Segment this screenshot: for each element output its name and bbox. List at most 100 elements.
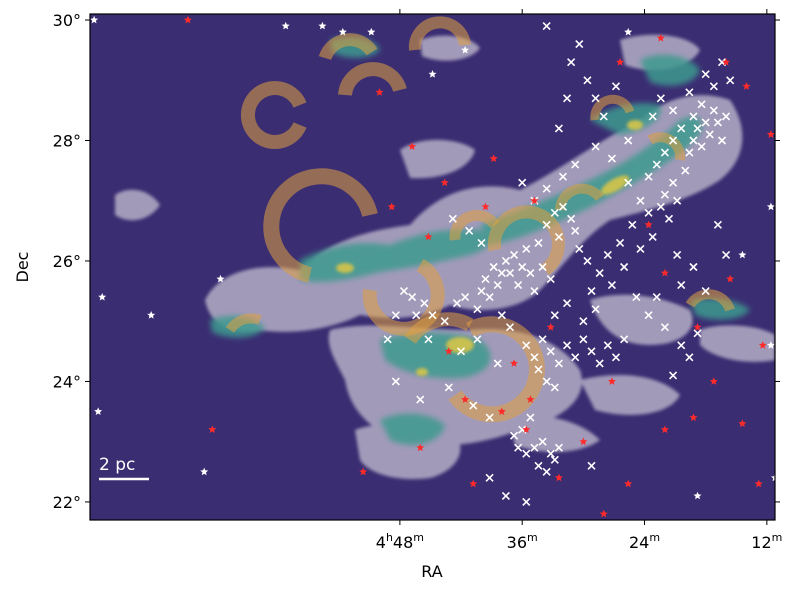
yso-cross-marker: [726, 76, 735, 85]
yso-cross-marker: [534, 365, 543, 374]
yso-cross-marker: [644, 311, 653, 320]
yso-cross-marker: [518, 178, 527, 187]
white-star-marker: [216, 274, 225, 283]
yso-cross-marker: [607, 154, 616, 163]
x-tick-label: 24m: [629, 531, 660, 552]
white-star-marker: [338, 27, 347, 36]
red-star-marker: [689, 413, 698, 421]
yso-cross-marker: [461, 293, 470, 302]
red-star-marker: [183, 15, 192, 24]
red-star-marker: [660, 425, 669, 433]
yso-cross-marker: [705, 130, 714, 139]
yso-cross-marker: [452, 299, 462, 308]
yso-cross-marker: [530, 353, 539, 362]
yso-cross-marker: [571, 160, 580, 169]
yso-cross-marker: [567, 58, 576, 67]
yso-cross-marker: [412, 311, 421, 320]
red-star-marker: [522, 425, 531, 433]
red-star-marker: [766, 130, 775, 138]
red-star-marker: [616, 58, 625, 66]
plot-frame: [89, 13, 776, 521]
yso-cross-marker: [632, 293, 641, 302]
yso-cross-marker: [542, 21, 551, 31]
white-star-marker: [766, 341, 775, 349]
yso-cross-marker: [624, 136, 633, 145]
red-star-marker: [738, 419, 747, 427]
red-star-marker: [579, 437, 588, 446]
yso-cross-marker: [652, 293, 661, 302]
red-star-marker: [526, 395, 535, 403]
white-star-marker: [318, 21, 327, 30]
yso-cross-marker: [713, 118, 722, 127]
yso-cross-marker: [575, 244, 584, 253]
yso-cross-marker: [587, 287, 596, 296]
yso-cross-marker: [599, 112, 608, 121]
yso-cross-marker: [391, 311, 400, 320]
red-star-marker: [375, 88, 384, 96]
red-star-marker: [607, 377, 616, 385]
yso-cross-marker: [530, 287, 539, 296]
red-star-marker: [461, 395, 470, 403]
yso-cross-marker: [656, 202, 665, 211]
yso-cross-marker: [595, 359, 604, 368]
x-tick-label: 36m: [507, 531, 538, 552]
white-star-marker: [367, 27, 376, 36]
yso-cross-marker: [611, 82, 621, 91]
yso-cross-marker: [713, 220, 722, 229]
red-star-marker: [726, 274, 735, 283]
yso-cross-marker: [562, 341, 572, 350]
yso-cross-marker: [481, 274, 490, 284]
yso-cross-marker: [668, 178, 678, 187]
yso-cross-marker: [420, 299, 429, 308]
yso-cross-marker: [697, 142, 706, 151]
yso-cross-marker: [554, 443, 563, 452]
yso-cross-marker: [550, 455, 559, 464]
yso-cross-marker: [587, 461, 596, 470]
yso-cross-marker: [620, 262, 629, 272]
white-star-marker: [147, 311, 156, 319]
yso-cross-marker: [514, 281, 523, 290]
y-tick-label: 24°: [53, 372, 81, 391]
yso-cross-marker: [615, 238, 625, 247]
yso-cross-marker: [693, 329, 702, 338]
yso-cross-marker: [567, 214, 576, 223]
white-star-marker: [738, 250, 747, 259]
white-star-marker: [771, 473, 775, 482]
yso-cross-marker: [546, 449, 555, 458]
yso-cross-marker: [558, 172, 568, 181]
yso-cross-marker: [522, 341, 531, 350]
yso-cross-marker: [709, 106, 718, 115]
yso-cross-marker: [546, 274, 555, 284]
yso-cross-marker: [473, 305, 482, 314]
yso-cross-marker: [603, 250, 612, 260]
yso-cross-marker: [550, 383, 559, 392]
yso-cross-marker: [554, 359, 563, 368]
yso-cross-marker: [677, 281, 686, 290]
yso-cross-marker: [722, 112, 731, 121]
yso-cross-marker: [477, 287, 486, 296]
x-axis-label: RA: [421, 562, 442, 581]
scale-bar: 2 pc: [99, 455, 149, 481]
yso-cross-marker: [681, 166, 690, 175]
red-star-marker: [359, 467, 368, 476]
yso-cross-marker: [591, 94, 600, 103]
yso-cross-marker: [562, 94, 572, 103]
yso-cross-marker: [526, 413, 535, 422]
red-star-marker: [510, 359, 518, 367]
yso-cross-marker: [636, 244, 645, 253]
yso-cross-marker: [416, 395, 425, 404]
yso-cross-marker: [501, 491, 510, 500]
yso-cross-marker: [644, 172, 653, 181]
red-star-marker: [416, 443, 425, 452]
yso-cross-marker: [685, 88, 694, 97]
x-tick-label: 12m: [751, 531, 782, 552]
red-star-marker: [481, 202, 490, 211]
yso-cross-marker: [648, 112, 657, 121]
yso-cross-marker: [644, 208, 653, 217]
y-tick-label: 28°: [53, 132, 81, 151]
red-star-marker: [644, 220, 653, 229]
y-tick-label: 30°: [53, 11, 81, 30]
yso-cross-marker: [505, 268, 515, 278]
red-star-marker: [489, 154, 498, 162]
